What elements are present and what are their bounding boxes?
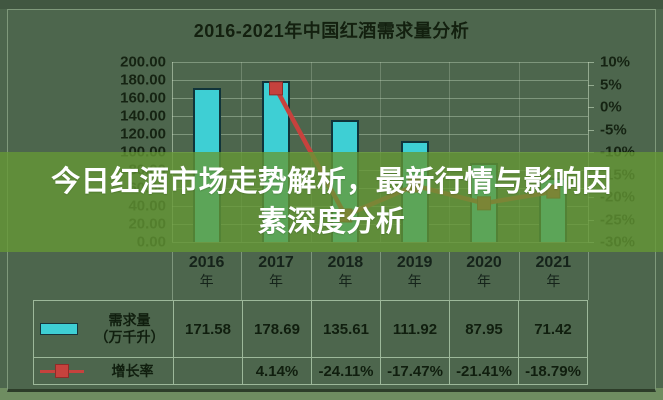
x-axis-category: 2021 年 [519,254,588,290]
x-axis-year-label: 2021 [535,254,572,271]
demand-value-cell: 71.42 [518,301,587,357]
x-axis-separator [449,252,451,300]
x-axis-separator [380,252,381,300]
x-axis-category: 2019 年 [380,254,449,290]
demand-value-cell: 87.95 [449,301,518,357]
demand-value-cell: 111.92 [380,301,449,357]
right-axis-tick-mark [588,84,594,86]
overlay-headline-line2: 素深度分析 [257,206,406,238]
growth-line-marker-icon [40,364,84,378]
gridline-horizontal [172,98,588,99]
x-axis-separator [241,252,243,300]
x-axis-category: 2020 年 [449,254,518,290]
table-row-demand: 需求量 （万千升） 171.58 178.69 135.61 111.92 87.95 7… [34,301,587,357]
growth-value-cell: -21.41% [449,358,518,384]
legend-cell-growth: 增长率 [34,358,173,384]
table-row-growth: 增长率 4.14% -24.11% -17.47% -21.41% -18.79% [34,357,587,384]
x-axis-separator [588,252,589,300]
x-axis-year-suffix: 年 [546,273,561,289]
gridline-horizontal [172,116,588,117]
x-axis-separator [310,252,312,300]
x-axis-year-suffix: 年 [199,273,214,289]
x-axis-year-suffix: 年 [268,273,283,289]
x-axis-year-suffix: 年 [407,273,422,289]
demand-bar-swatch-icon [40,323,78,335]
x-axis-year-label: 2018 [327,254,364,271]
left-axis-tick-label: 160.00 [120,89,166,107]
growth-value-cell: 4.14% [242,358,311,384]
legend-cell-demand: 需求量 （万千升） [34,301,173,357]
demand-label-line1: 需求量 [108,312,151,328]
left-axis-tick-label: 120.00 [120,125,166,143]
growth-value-cell: -17.47% [380,358,449,384]
growth-series-label: 增长率 [111,362,154,379]
left-axis-tick-label: 140.00 [120,107,166,125]
right-axis-tick-mark [588,129,594,131]
x-axis-separator [172,252,173,300]
gridline-horizontal [172,80,588,81]
data-table: 需求量 （万千升） 171.58 178.69 135.61 111.92 87.95 7… [33,300,588,385]
right-axis-tick-label: -5% [600,121,627,138]
growth-marker [269,81,283,96]
right-axis-tick-mark [588,62,594,63]
x-axis-year-label: 2020 [466,254,502,271]
x-axis-category: 2017 年 [241,254,310,290]
chart-title: 2016-2021年中国红酒需求量分析 [193,21,470,41]
demand-series-label: 需求量 （万千升） [86,312,173,346]
demand-value-cell: 178.69 [242,301,311,357]
demand-value-cell: 135.61 [311,301,380,357]
left-axis-tick-label: 180.00 [120,71,166,89]
right-axis-tick-label: 10% [600,53,631,71]
demand-label-line2: （万千升） [94,329,165,345]
overlay-banner: 今日红酒市场走势解析，最新行情与影响因 素深度分析 [0,152,663,252]
x-axis-year-label: 2017 [258,254,294,271]
x-axis-separator [518,252,520,300]
overlay-headline-line1: 今日红酒市场走势解析，最新行情与影响因 [51,166,612,198]
x-axis-year-suffix: 年 [338,273,353,289]
growth-value-cell [173,358,242,384]
demand-value-cell: 171.58 [173,301,242,357]
x-axis-category: 2016 年 [172,254,241,290]
gridline-horizontal [172,134,588,135]
x-axis-category: 2018 年 [311,254,380,290]
growth-value-cell: -18.79% [518,358,587,384]
growth-value-cell: -24.11% [311,358,380,384]
x-axis-year-label: 2019 [396,254,433,271]
right-axis-tick-label: 0% [600,98,622,116]
x-axis-year-suffix: 年 [476,273,491,289]
right-axis-tick-label: 5% [600,76,622,93]
gridline-horizontal [172,62,588,63]
x-axis-year-label: 2016 [188,254,225,271]
left-axis-tick-label: 200.00 [120,53,166,71]
right-axis-tick-mark [588,107,594,108]
